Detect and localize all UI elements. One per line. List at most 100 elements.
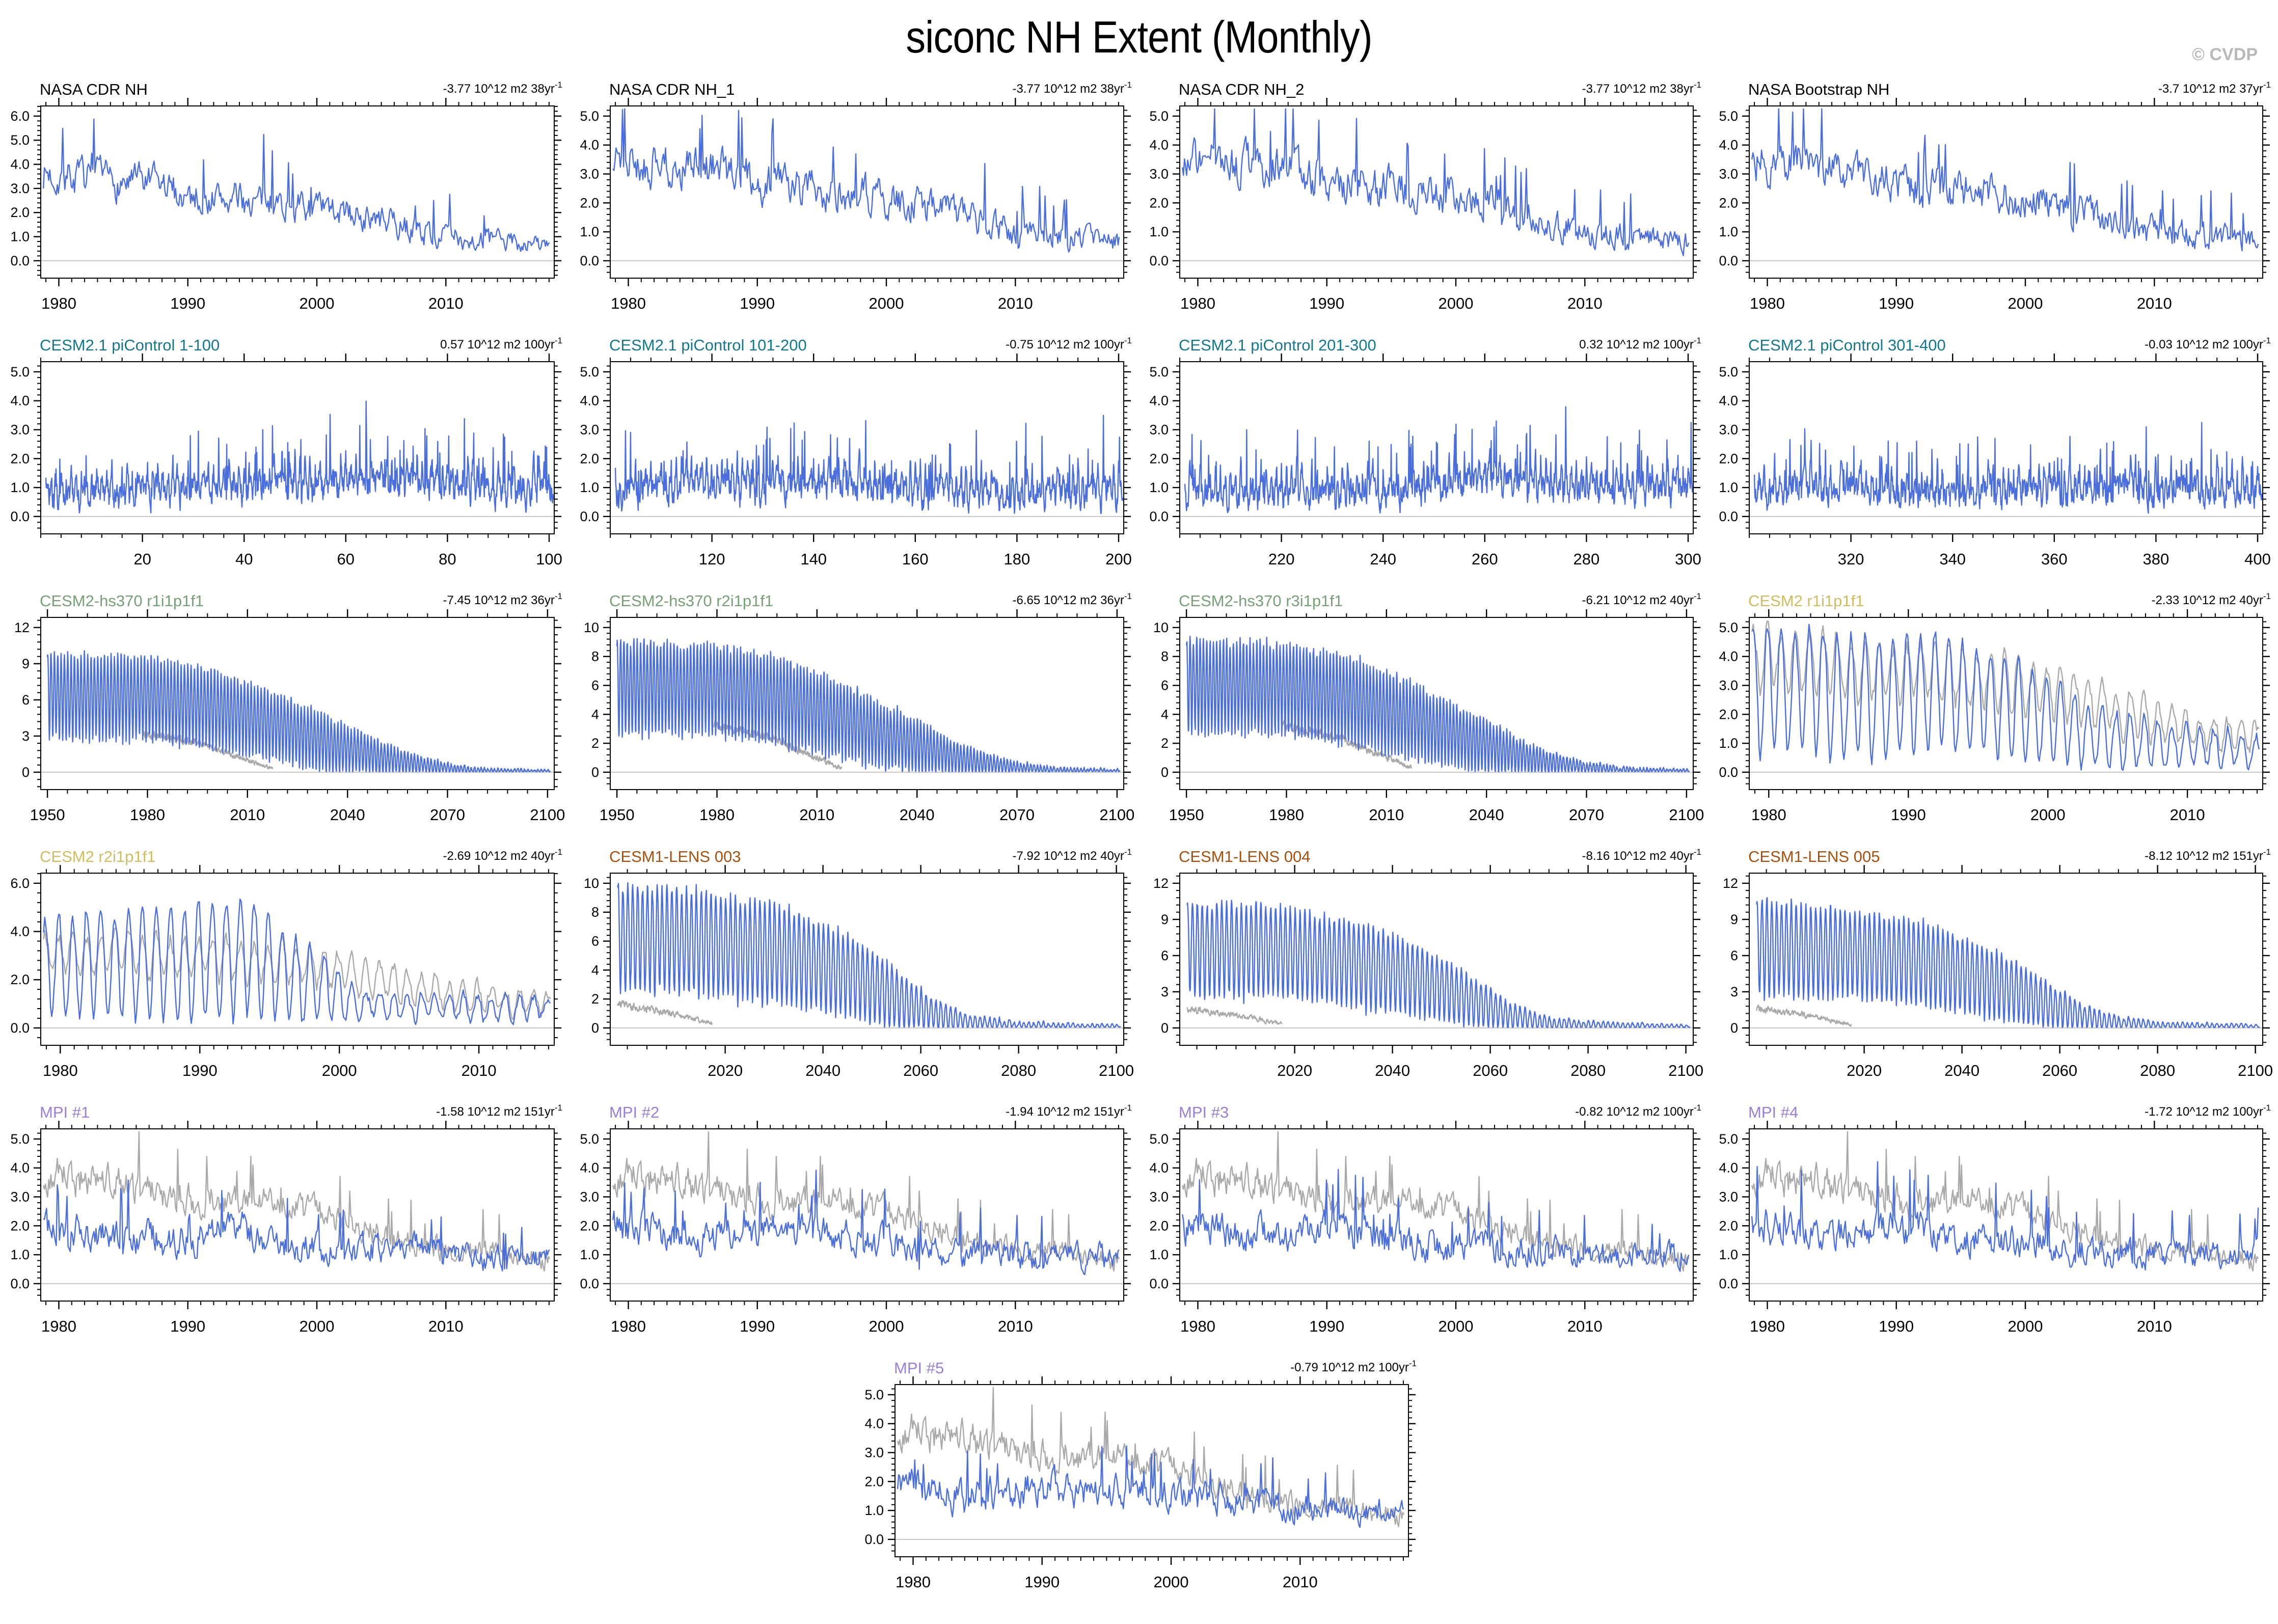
panel-trend: 0.57 10^12 m2 100yr-1 (440, 336, 562, 351)
plot-frame (1179, 1128, 1694, 1302)
centered-bottom-row: MPI #5 -0.79 10^12 m2 100yr-1 0.0 1.0 2.0 3.0… (0, 1355, 2278, 1610)
y-tick-label: 4 (591, 707, 599, 722)
x-tick-label: 340 (1939, 550, 1966, 568)
y-tick-label: 1.0 (1719, 480, 1738, 495)
y-tick-label: 10 (584, 620, 599, 635)
chart-cesm2-1-picontrol-301-400: CESM2.1 piControl 301-400 -0.03 10^12 m2 … (1719, 336, 2271, 568)
x-tick-label: 1980 (41, 294, 76, 312)
y-tick-label: 12 (1723, 876, 1738, 891)
y-tick-label: 0.0 (1149, 509, 1169, 524)
panel-mpi-5: MPI #5 -0.79 10^12 m2 100yr-1 0.0 1.0 2.0 3.0… (854, 1355, 1424, 1610)
y-tick-label: 6 (591, 934, 599, 949)
y-tick-label: 4.0 (10, 157, 30, 172)
x-tick-label: 1980 (1180, 294, 1215, 312)
y-tick-label: 2.0 (1149, 451, 1169, 466)
y-tick-label: 2 (591, 736, 599, 751)
x-tick-label: 2100 (1669, 806, 1704, 824)
y-tick-label: 2.0 (1149, 1218, 1169, 1233)
y-tick-label: 5.0 (1719, 1131, 1738, 1147)
chart-cesm2-r2i1p1f1: CESM2 r2i1p1f1 -2.69 10^12 m2 40yr-1 0.0 2.… (10, 847, 562, 1079)
panel-cesm2-hs370-r2i1p1f1: CESM2-hs370 r2i1p1f1 -6.65 10^12 m2 36yr-… (570, 588, 1139, 843)
chart-nasa-bootstrap-nh: NASA Bootstrap NH -3.7 10^12 m2 37yr-1 0.0… (1719, 80, 2271, 312)
model-series (43, 1179, 550, 1271)
y-tick-label: 2.0 (580, 195, 599, 210)
model-series (42, 118, 550, 252)
y-tick-label: 10 (1153, 620, 1169, 635)
y-tick-label: 4.0 (1149, 138, 1169, 153)
x-tick-label: 40 (235, 550, 253, 568)
panel-trend: -1.94 10^12 m2 151yr-1 (1006, 1103, 1132, 1119)
model-series (1181, 1169, 1690, 1272)
chart-cesm2-1-picontrol-201-300: CESM2.1 piControl 201-300 0.32 10^12 m2 1… (1149, 336, 1701, 568)
x-tick-label: 1990 (1309, 294, 1344, 312)
panel-trend: -3.77 10^12 m2 38yr-1 (443, 80, 562, 96)
panel-trend: -2.33 10^12 m2 40yr-1 (2151, 591, 2271, 607)
panel-trend: -8.16 10^12 m2 40yr-1 (1582, 847, 1701, 863)
panel-mpi-1: MPI #1 -1.58 10^12 m2 151yr-1 0.0 1.0 2.0 3.0… (0, 1099, 570, 1354)
y-tick-label: 4.0 (10, 924, 30, 939)
y-tick-label: 6 (591, 678, 599, 693)
panel-trend: -0.79 10^12 m2 100yr-1 (1290, 1359, 1417, 1374)
chart-cesm2-hs370-r1i1p1f1: CESM2-hs370 r1i1p1f1 -7.45 10^12 m2 36yr-… (14, 591, 565, 824)
x-tick-label: 2020 (1277, 1062, 1312, 1079)
x-tick-label: 2080 (1001, 1062, 1036, 1079)
plot-frame (1179, 873, 1694, 1046)
y-tick-label: 4.0 (1719, 138, 1738, 153)
y-tick-label: 3 (1161, 984, 1169, 999)
y-tick-label: 4.0 (580, 138, 599, 153)
model-series (612, 108, 1120, 253)
x-tick-label: 1990 (1879, 294, 1914, 312)
x-tick-label: 2040 (1469, 806, 1504, 824)
y-tick-label: 0.0 (1149, 1276, 1169, 1291)
x-tick-label: 1980 (1751, 806, 1786, 824)
plot-frame (1749, 617, 2263, 790)
y-tick-label: 2.0 (10, 205, 30, 220)
y-tick-label: 1.0 (1719, 224, 1738, 239)
panel-cesm2-1-picontrol-301-400: CESM2.1 piControl 301-400 -0.03 10^12 m2 … (1708, 332, 2278, 587)
panel-nasa-bootstrap-nh: NASA Bootstrap NH -3.7 10^12 m2 37yr-1 0.0… (1708, 76, 2278, 331)
y-tick-label: 0 (591, 1020, 599, 1036)
x-tick-label: 1950 (1169, 806, 1204, 824)
chart-mpi-5: MPI #5 -0.79 10^12 m2 100yr-1 0.0 1.0 2.0 3.0… (864, 1359, 1417, 1591)
x-tick-label: 2070 (430, 806, 465, 824)
obs-series (1181, 1131, 1690, 1272)
y-tick-label: 5.0 (1719, 620, 1738, 635)
x-tick-label: 1980 (43, 1062, 78, 1079)
panel-title: NASA CDR NH_2 (1179, 80, 1304, 98)
y-tick-label: 4.0 (1719, 649, 1738, 664)
y-tick-label: 4.0 (1149, 393, 1169, 409)
y-tick-label: 5.0 (580, 109, 599, 124)
model-series (1752, 624, 2260, 771)
panel-cesm2-hs370-r3i1p1f1: CESM2-hs370 r3i1p1f1 -6.21 10^12 m2 40yr-… (1139, 588, 1708, 843)
x-tick-label: 1950 (600, 806, 635, 824)
model-series (1756, 897, 2260, 1028)
x-tick-label: 1990 (1891, 806, 1926, 824)
x-tick-label: 120 (699, 550, 725, 568)
model-series (1185, 635, 1690, 772)
panel-mpi-4: MPI #4 -1.72 10^12 m2 100yr-1 0.0 1.0 2.0 3.0… (1708, 1099, 2278, 1354)
x-tick-label: 2100 (1668, 1062, 1703, 1079)
x-tick-label: 260 (1472, 550, 1498, 568)
obs-series (1751, 1131, 2259, 1272)
y-tick-label: 0 (591, 765, 599, 780)
x-tick-label: 2000 (2008, 294, 2043, 312)
y-tick-label: 3.0 (10, 422, 30, 438)
obs-series (617, 1000, 713, 1025)
x-tick-label: 2060 (2042, 1062, 2077, 1079)
y-tick-label: 5.0 (1149, 109, 1169, 124)
y-tick-label: 12 (14, 620, 30, 635)
y-tick-label: 1.0 (1149, 1247, 1169, 1262)
x-tick-label: 1980 (130, 806, 165, 824)
panel-mpi-2: MPI #2 -1.94 10^12 m2 151yr-1 0.0 1.0 2.0 3.0… (570, 1099, 1139, 1354)
chart-cesm2-hs370-r3i1p1f1: CESM2-hs370 r3i1p1f1 -6.21 10^12 m2 40yr-… (1153, 591, 1704, 824)
x-tick-label: 2070 (1569, 806, 1604, 824)
x-tick-label: 2060 (903, 1062, 938, 1079)
y-tick-label: 3.0 (1149, 167, 1169, 182)
y-tick-label: 0.0 (1719, 1276, 1738, 1291)
plot-frame (40, 1128, 555, 1302)
y-tick-label: 2.0 (1719, 707, 1738, 722)
y-tick-label: 3.0 (1719, 422, 1738, 438)
x-tick-label: 1980 (1750, 294, 1785, 312)
panel-cesm2-hs370-r1i1p1f1: CESM2-hs370 r1i1p1f1 -7.45 10^12 m2 36yr-… (0, 588, 570, 843)
x-tick-label: 240 (1370, 550, 1396, 568)
